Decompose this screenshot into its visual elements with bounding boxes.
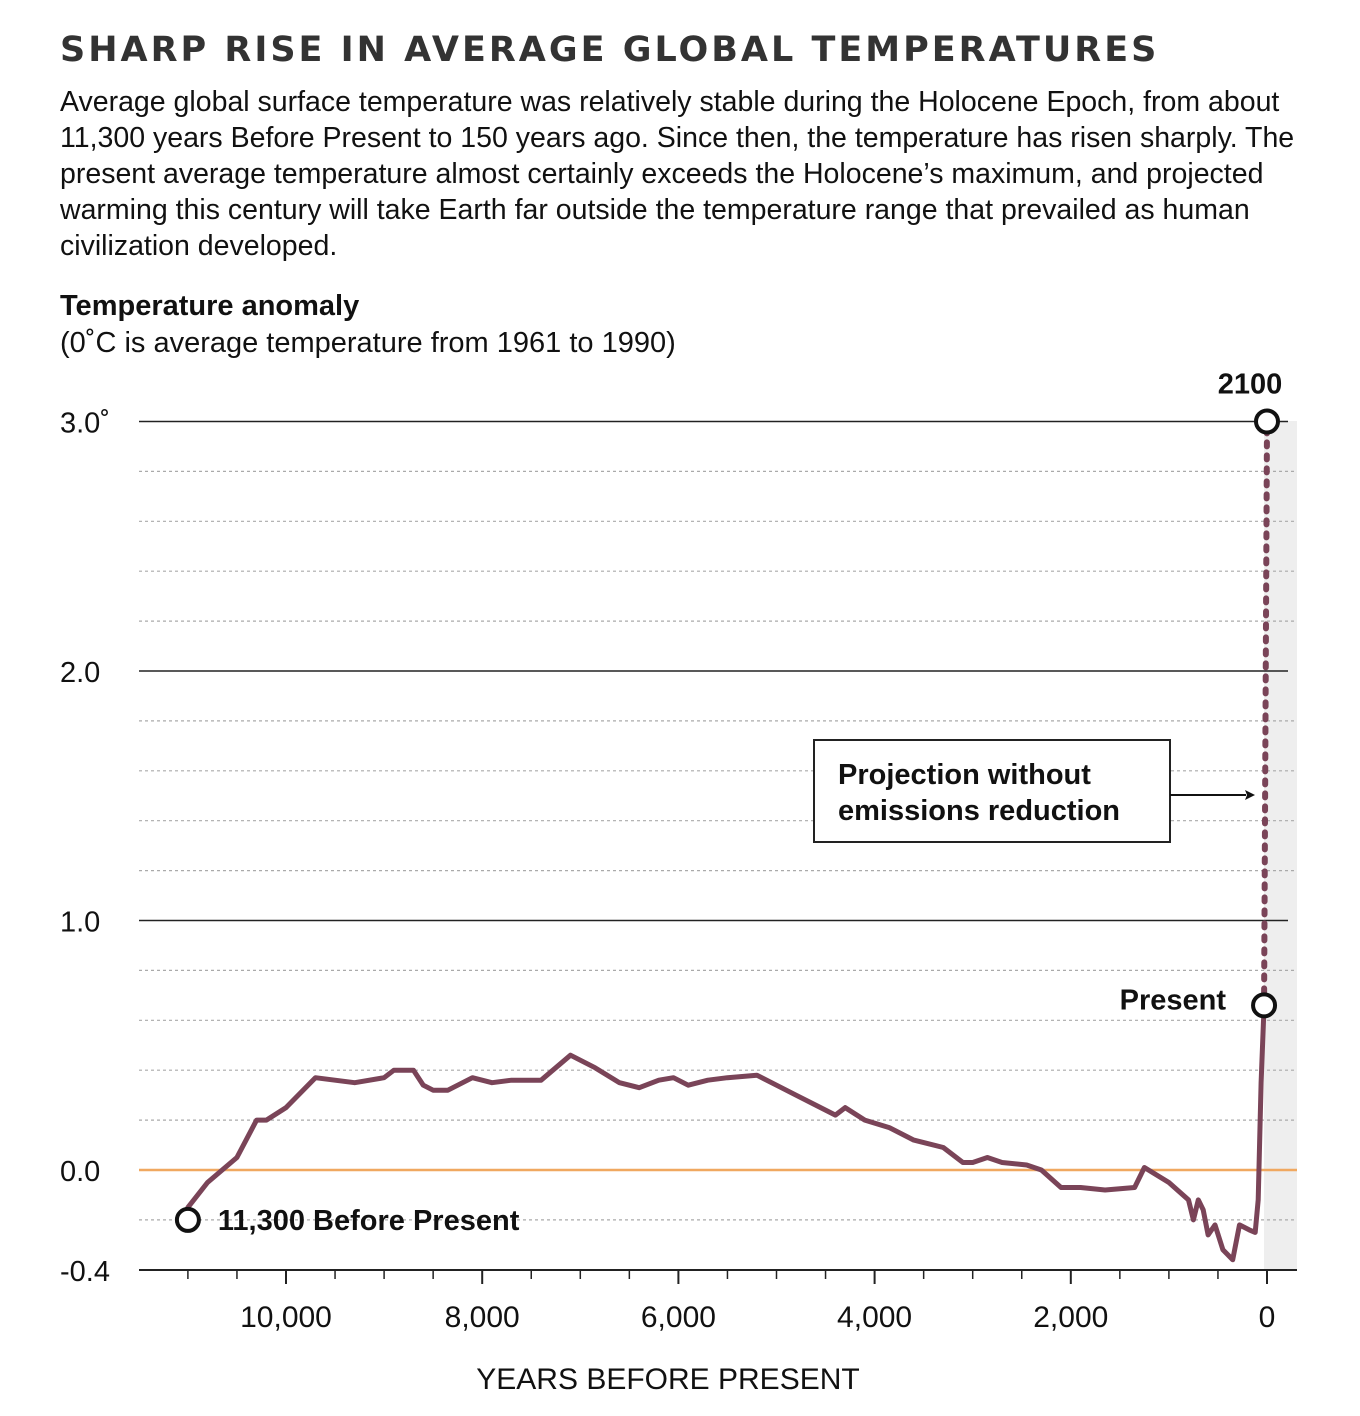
projection-dotted-line [1261, 418, 1270, 1009]
y-tick-label: 3.0˚ [60, 408, 110, 440]
temperature-series-line [185, 1002, 1267, 1263]
x-axis-label: YEARS BEFORE PRESENT [476, 1363, 859, 1396]
projection-callout: Projection without emissions reduction [813, 739, 1255, 843]
x-tick-label: 0 [1259, 1301, 1276, 1334]
projection-callout-line-1: Projection without [838, 759, 1091, 791]
y-tick-label: 1.0 [60, 907, 100, 939]
x-ticks: 10,000 8,000 6,000 4,000 2,000 0 [187, 1270, 1276, 1334]
y-tick-label: -0.4 [60, 1256, 110, 1288]
x-tick-label: 10,000 [240, 1301, 332, 1334]
annotation-label: 2100 [1218, 369, 1283, 401]
x-tick-label: 2,000 [1033, 1301, 1108, 1334]
annotation-label: Present [1120, 984, 1227, 1016]
chart-title: SHARP RISE IN AVERAGE GLOBAL TEMPERATURE… [60, 30, 1160, 70]
callout-arrow-head [1245, 790, 1255, 800]
annotation-marker [174, 1206, 201, 1233]
major-gridlines [139, 420, 1288, 922]
y-tick-label: 0.0 [60, 1156, 100, 1188]
projection-callout-line-2: emissions reduction [838, 795, 1120, 827]
y-axis-subtitle: (0˚C is average temperature from 1961 to… [60, 327, 676, 359]
x-tick-label: 4,000 [837, 1301, 912, 1334]
y-axis-title: Temperature anomaly [60, 290, 360, 322]
annotation-markers: 11,300 Before Present Present 2100 [174, 369, 1283, 1237]
projection-callout-box [813, 739, 1171, 843]
annotation-marker [1251, 992, 1278, 1019]
minor-gridlines [139, 470, 1297, 1221]
y-tick-labels: 3.0˚ 2.0 1.0 0.0 -0.4 [60, 408, 110, 1288]
annotation-label: 11,300 Before Present [218, 1205, 520, 1237]
annotation-marker [1254, 408, 1280, 435]
chart-description: Average global surface temperature was r… [60, 86, 1295, 262]
x-tick-label: 6,000 [641, 1301, 716, 1334]
y-tick-label: 2.0 [60, 657, 100, 689]
x-tick-label: 8,000 [445, 1301, 520, 1334]
shaded-band [1264, 421, 1297, 1270]
